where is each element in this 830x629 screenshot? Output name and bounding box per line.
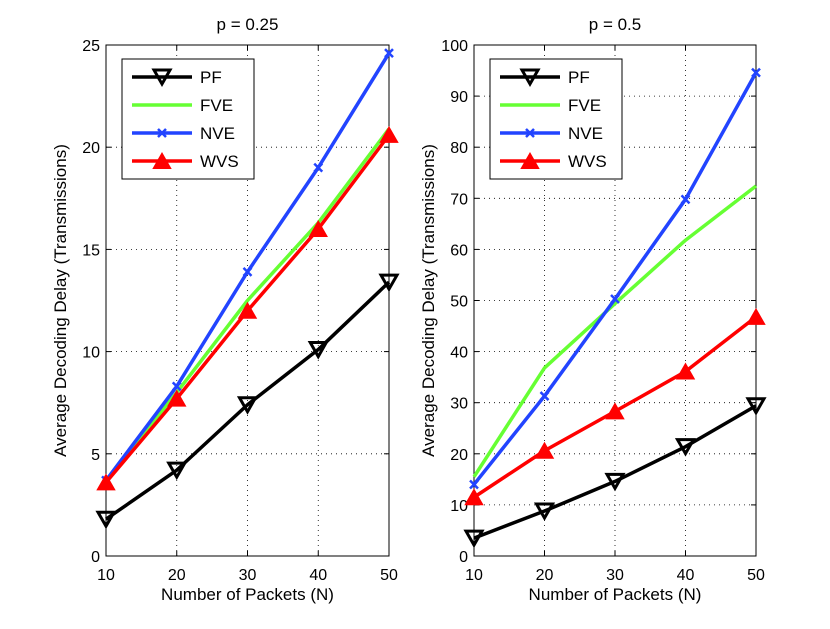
y-tick-label: 10 [450, 498, 468, 515]
series-line-pf [105, 280, 391, 521]
y-tick-label: 20 [82, 140, 100, 157]
chart-title: p = 0.5 [589, 15, 641, 34]
y-tick-label: 10 [82, 345, 100, 362]
chart-panel-1: 10 20 30 40 50 0 5 10 15 20 25 p = 0.25 Number of Pa… [51, 15, 400, 604]
series-line-pf [473, 404, 757, 540]
data-point-nve [751, 67, 761, 78]
y-tick-label: 90 [450, 89, 468, 106]
x-tick-label: 10 [97, 567, 115, 584]
data-point-wvs [379, 125, 399, 143]
legend-label-nve: NVE [200, 124, 235, 143]
legend-label-fve: FVE [200, 96, 233, 115]
x-axis-label: Number of Packets (N) [529, 585, 702, 604]
y-tick-label: 15 [82, 242, 100, 259]
data-point-wvs [605, 402, 625, 420]
x-tick-label: 50 [380, 567, 398, 584]
legend-marker-nve [525, 128, 535, 138]
data-point-nve [313, 162, 324, 173]
data-point-pf [236, 396, 259, 415]
legend-marker-wvs [152, 151, 172, 169]
x-tick-label: 20 [536, 567, 554, 584]
y-tick-label: 50 [450, 294, 468, 311]
legend-label-pf: PF [200, 68, 222, 87]
y-tick-label: 40 [450, 345, 468, 362]
x-tick-label: 30 [606, 567, 624, 584]
series-line-fve [472, 184, 758, 478]
data-point-wvs [308, 219, 328, 237]
y-tick-label: 0 [91, 549, 100, 566]
data-point-pf [95, 510, 117, 530]
data-point-pf [604, 472, 626, 492]
legend-label-wvs: WVS [568, 152, 607, 171]
y-tick-label: 60 [450, 242, 468, 259]
data-point-wvs [237, 301, 258, 319]
y-axis-label: Average Decoding Delay (Transmissions) [51, 144, 70, 457]
data-point-wvs [167, 389, 187, 407]
x-tick-label: 10 [465, 567, 483, 584]
data-point-pf [674, 438, 697, 457]
data-point-pf [166, 461, 188, 481]
chart-title: p = 0.25 [217, 15, 279, 34]
legend-label-pf: PF [568, 68, 590, 87]
x-tick-label: 40 [677, 567, 695, 584]
y-tick-label: 80 [450, 140, 468, 157]
series-line-fve [104, 127, 391, 482]
data-point-wvs [534, 441, 555, 459]
y-tick-label: 20 [450, 447, 468, 464]
data-point-pf [463, 529, 485, 549]
y-tick-label: 0 [459, 549, 468, 566]
y-tick-label: 30 [450, 396, 468, 413]
x-tick-label: 50 [747, 567, 765, 584]
data-point-wvs [96, 473, 116, 491]
data-point-pf [307, 341, 329, 360]
legend-label-fve: FVE [568, 96, 601, 115]
legend-marker-nve [157, 128, 167, 138]
data-point-nve [242, 267, 253, 277]
data-point-nve [539, 391, 550, 401]
legend-marker-pf [519, 68, 541, 88]
data-point-wvs [675, 362, 696, 380]
data-point-nve [171, 381, 182, 392]
legend-label-wvs: WVS [200, 152, 239, 171]
y-tick-label: 5 [91, 447, 100, 464]
x-tick-label: 40 [309, 567, 327, 584]
legend: PF FVE NVE WVS [489, 58, 623, 180]
data-point-pf [533, 502, 556, 522]
legend-marker-pf [151, 68, 173, 88]
data-point-nve [384, 48, 394, 59]
legend: PF FVE NVE WVS [121, 58, 255, 180]
y-tick-label: 100 [441, 38, 468, 55]
data-point-pf [745, 397, 767, 416]
y-tick-label: 25 [82, 38, 100, 55]
data-point-wvs [746, 307, 766, 325]
x-tick-label: 20 [168, 567, 186, 584]
legend-box [489, 58, 623, 180]
data-point-nve [610, 294, 620, 304]
legend-marker-wvs [520, 151, 540, 169]
y-axis-label: Average Decoding Delay (Transmissions) [419, 144, 438, 457]
x-tick-label: 30 [239, 567, 257, 584]
legend-box [121, 58, 255, 180]
data-point-wvs [464, 488, 484, 506]
data-point-nve [680, 194, 691, 205]
y-tick-label: 70 [450, 191, 468, 208]
legend-label-nve: NVE [568, 124, 603, 143]
data-point-pf [378, 273, 400, 293]
data-point-nve [469, 479, 479, 490]
x-axis-label: Number of Packets (N) [161, 585, 334, 604]
